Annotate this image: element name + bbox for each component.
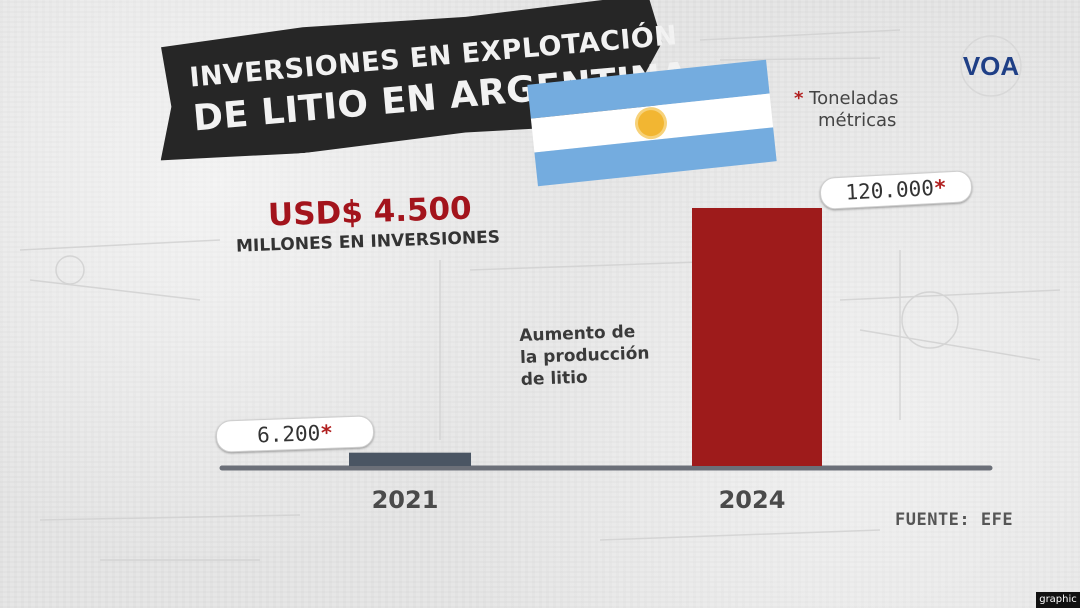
unit-note: * Toneladas métricas	[794, 88, 934, 132]
value-label-2021-star: *	[319, 420, 334, 446]
value-label-2024-star: *	[933, 175, 948, 200]
source-credit: FUENTE: EFE	[895, 510, 1014, 530]
voa-logo-text: VOA	[963, 51, 1020, 81]
x-tick-label-2024: 2024	[719, 486, 786, 514]
value-label-2024-text: 120.000	[844, 176, 935, 205]
graphic-badge: graphic	[1036, 592, 1080, 608]
unit-note-line-2: métricas	[818, 110, 897, 131]
unit-note-star: *	[794, 88, 804, 109]
voa-logo: VOA	[960, 35, 1022, 97]
bar-2024	[692, 208, 822, 466]
value-label-2021: 6.200*	[215, 415, 375, 453]
unit-note-line-1: Toneladas	[809, 88, 899, 109]
bar-2021	[349, 452, 471, 466]
value-label-2021-text: 6.200	[256, 421, 321, 448]
x-tick-label-2021: 2021	[372, 486, 439, 514]
